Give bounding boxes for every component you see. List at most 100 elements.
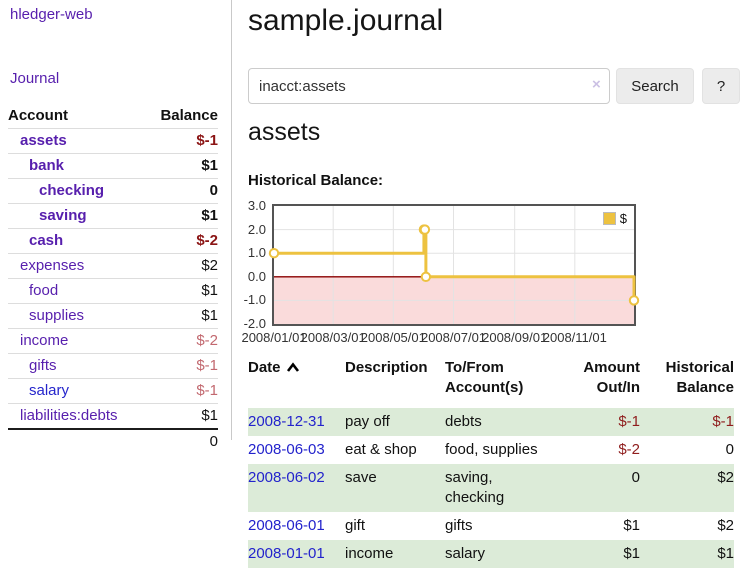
accounts-col-account: Account	[8, 107, 68, 124]
transaction-balance: $2	[717, 517, 734, 534]
register-col-date[interactable]: Date	[248, 356, 345, 408]
transaction-accounts: gifts	[445, 517, 473, 534]
sidebar-account-food[interactable]: food	[29, 282, 59, 299]
sidebar-item-journal[interactable]: Journal	[10, 70, 60, 87]
sidebar-account-assets[interactable]: assets	[20, 132, 67, 149]
chart-canvas	[268, 206, 640, 324]
transaction-accounts: food, supplies	[445, 441, 538, 458]
page-title: sample.journal	[248, 4, 444, 37]
transaction-amount: $1	[623, 517, 640, 534]
table-row: assets $-1	[8, 128, 218, 154]
transaction-accounts: salary	[445, 545, 486, 562]
table-row: income $-2	[8, 328, 218, 354]
register-row: 2008-12-31 pay off debts $-1 $-1	[248, 408, 734, 436]
register-col-tofrom-accounts: To/From Account(s)	[445, 359, 524, 396]
balance-chart-plot: $	[268, 204, 640, 326]
register-row: 2008-01-01 income salary $1 $1	[248, 540, 734, 568]
y-axis-tick-label: 0.0	[247, 268, 266, 284]
x-axis-labels: 2008/01/01 2008/03/01 2008/05/01 2008/07/01…	[241, 330, 634, 346]
account-balance: $-2	[145, 328, 218, 354]
sidebar-account-checking[interactable]: checking	[39, 182, 105, 199]
sidebar-account-gifts[interactable]: gifts	[29, 357, 57, 374]
account-balance: $-1	[145, 378, 218, 404]
transaction-balance: $1	[717, 545, 734, 562]
transaction-balance: $-1	[712, 413, 734, 430]
search-button[interactable]: Search	[616, 68, 694, 104]
table-row: checking 0	[8, 178, 218, 204]
transaction-accounts: debts	[445, 413, 482, 430]
y-axis-tick-label: 1.0	[247, 245, 266, 261]
transaction-description: pay off	[345, 413, 390, 430]
clear-search-icon[interactable]: ×	[592, 76, 601, 93]
sidebar-account-salary[interactable]: salary	[29, 382, 70, 399]
sidebar-account-bank[interactable]: bank	[29, 157, 65, 174]
help-button[interactable]: ?	[702, 68, 740, 104]
transaction-amount: 0	[631, 469, 640, 486]
register-col-historical-balance: Historical Balance	[665, 359, 734, 396]
accounts-table: Account Balance assets $-1 bank $1 check…	[8, 104, 218, 454]
account-balance: $1	[145, 278, 218, 304]
account-balance: $1	[145, 203, 218, 229]
chart-legend: $	[600, 210, 629, 227]
transaction-description: eat & shop	[345, 441, 417, 458]
sidebar: hledger-web Journal Account Balance asse…	[0, 0, 232, 454]
transaction-date-link[interactable]: 2008-01-01	[248, 545, 325, 562]
sidebar-account-expenses[interactable]: expenses	[20, 257, 85, 274]
table-row: expenses $2	[8, 253, 218, 279]
table-row: liabilities:debts $1	[8, 403, 218, 429]
x-axis-tick-label: 2008/07/01	[420, 330, 487, 345]
table-row: salary $-1	[8, 378, 218, 404]
legend-swatch	[602, 212, 616, 225]
transaction-accounts: saving, checking	[445, 469, 505, 506]
table-row: food $1	[8, 278, 218, 304]
y-axis-labels: 3.0 2.0 1.0 0.0 -1.0 -2.0	[236, 198, 268, 331]
table-row: saving $1	[8, 203, 218, 229]
register-header-row: Date Description To/From Account(s) Amou…	[248, 356, 734, 408]
transaction-date-link[interactable]: 2008-12-31	[248, 413, 325, 430]
search-form: × Search ?	[248, 68, 742, 104]
legend-label: $	[619, 211, 627, 226]
sidebar-account-supplies[interactable]: supplies	[29, 307, 85, 324]
sidebar-account-income[interactable]: income	[20, 332, 69, 349]
account-balance: 0	[145, 178, 218, 204]
account-balance: $-2	[145, 228, 218, 254]
transaction-date-link[interactable]: 2008-06-01	[248, 517, 325, 534]
brand-link[interactable]: hledger-web	[10, 6, 93, 23]
register-table: Date Description To/From Account(s) Amou…	[248, 356, 734, 568]
transaction-date-link[interactable]: 2008-06-02	[248, 469, 325, 486]
transaction-amount: $-2	[618, 441, 640, 458]
transaction-amount: $-1	[618, 413, 640, 430]
sidebar-account-cash[interactable]: cash	[29, 232, 64, 249]
main-content: sample.journal × Search ? assets Histori…	[241, 0, 742, 582]
transaction-date-link[interactable]: 2008-06-03	[248, 441, 325, 458]
x-axis-tick-label: 2008/11/01	[542, 330, 607, 345]
y-axis-tick-label: 2.0	[247, 221, 266, 237]
x-axis-tick-label: 2008/05/01	[360, 330, 426, 345]
accounts-total-balance: 0	[145, 428, 218, 454]
accounts-total-row: 0	[8, 428, 218, 454]
transaction-description: income	[345, 545, 394, 562]
chart-title: Historical Balance:	[248, 172, 384, 189]
search-input[interactable]	[248, 68, 610, 104]
account-heading: assets	[248, 118, 321, 146]
x-axis-tick-label: 2008/01/01	[241, 330, 307, 345]
account-balance: $1	[145, 303, 218, 329]
accounts-header-row: Account Balance	[8, 104, 218, 129]
y-axis-tick-label: 3.0	[247, 198, 266, 213]
register-row: 2008-06-03 eat & shop food, supplies $-2…	[248, 436, 734, 464]
account-balance: $2	[145, 253, 218, 279]
sort-ascending-icon	[286, 362, 299, 372]
transaction-description: gift	[345, 517, 366, 534]
transaction-amount: $1	[623, 545, 640, 562]
table-row: gifts $-1	[8, 353, 218, 379]
transaction-description: save	[345, 469, 377, 486]
table-row: bank $1	[8, 153, 218, 179]
account-balance: $1	[145, 403, 218, 429]
sidebar-account-liabilities-debts[interactable]: liabilities:debts	[20, 407, 118, 424]
register-col-description: Description	[345, 359, 428, 376]
account-balance: $-1	[145, 353, 218, 379]
register-col-amount: Amount Out/In	[583, 359, 640, 396]
sidebar-account-saving[interactable]: saving	[39, 207, 87, 224]
register-row: 2008-06-01 gift gifts $1 $2	[248, 512, 734, 540]
